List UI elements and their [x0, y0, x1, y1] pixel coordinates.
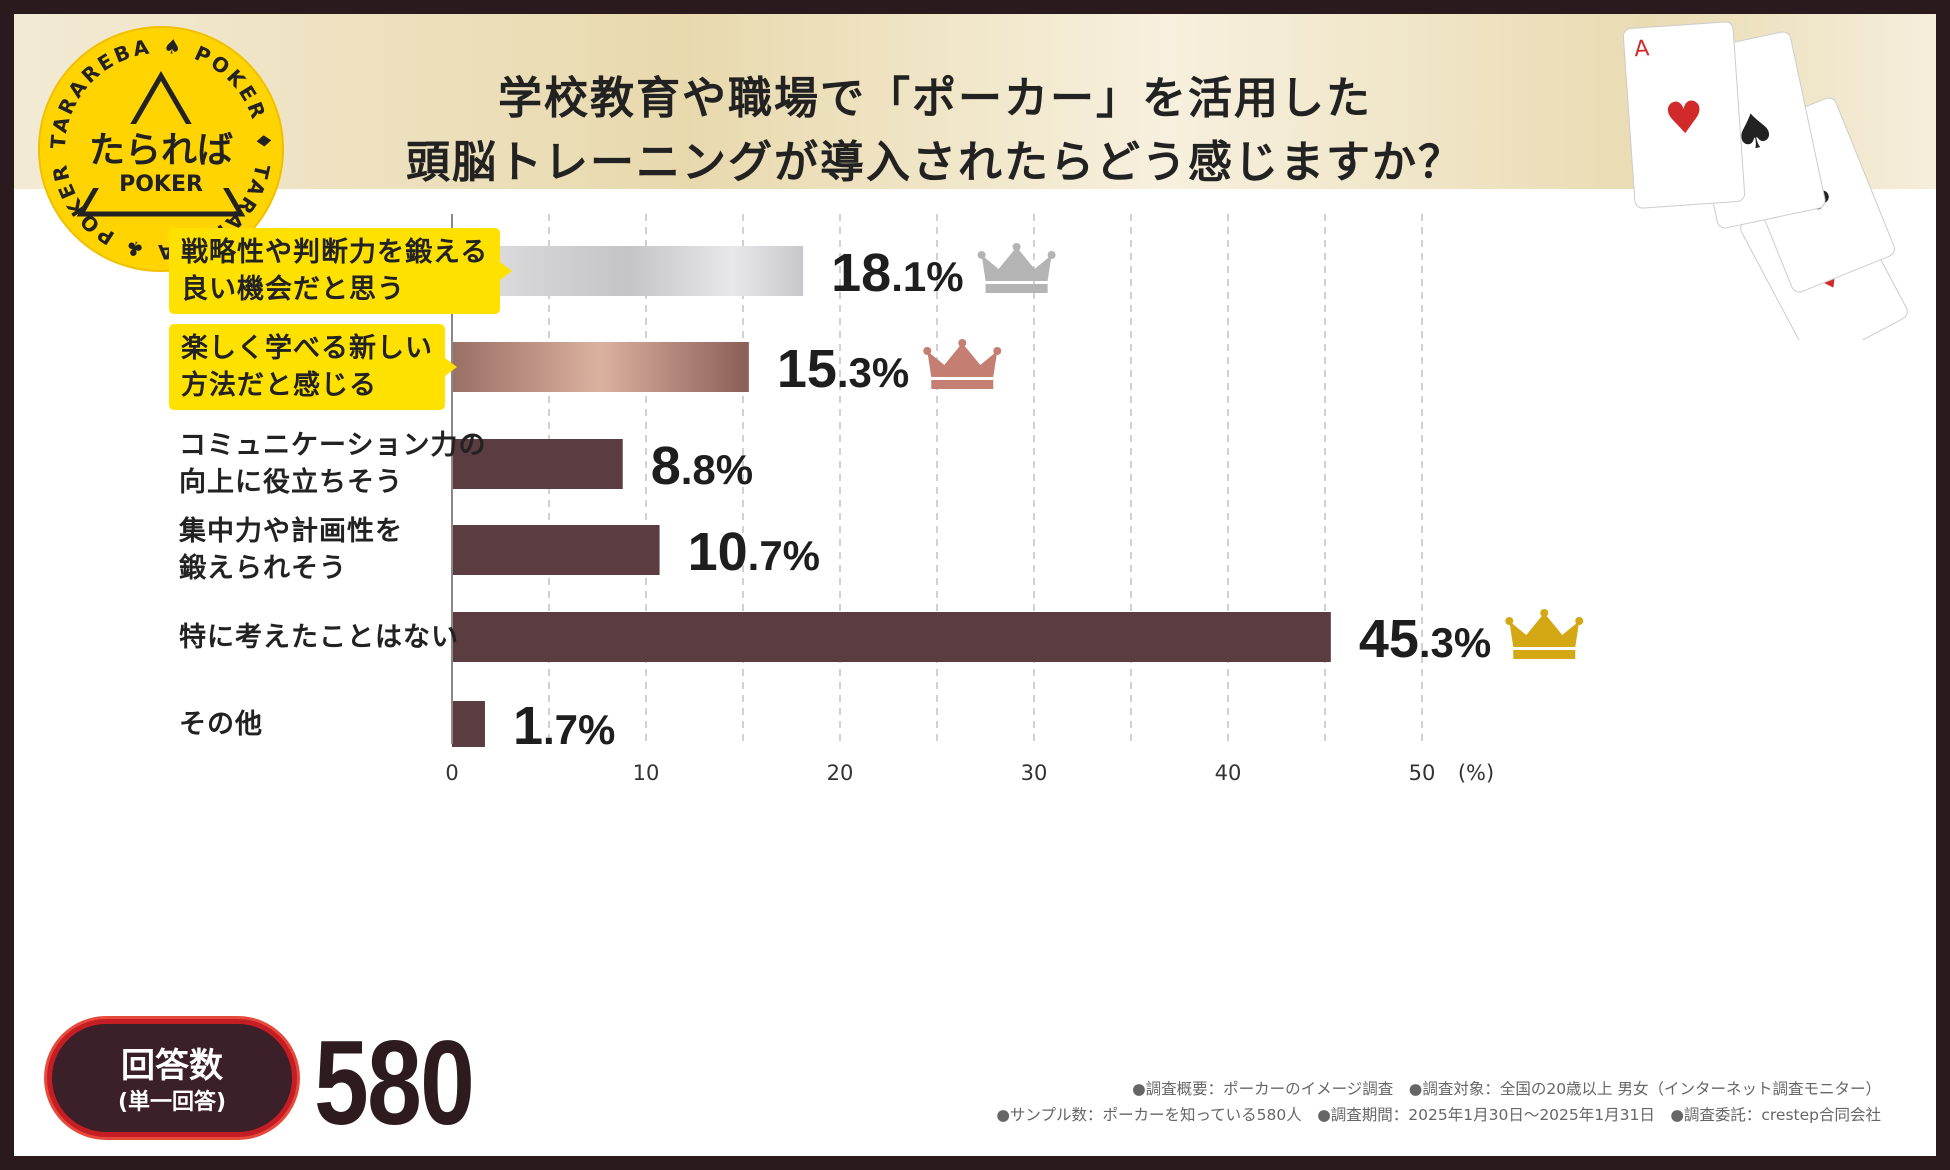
crown-icon [923, 339, 1002, 389]
x-tick-label: 50 [1409, 761, 1436, 785]
svg-text:♥: ♥ [1663, 92, 1706, 146]
bar [452, 701, 485, 747]
x-tick-label: 0 [445, 761, 458, 785]
x-tick-label: 30 [1021, 761, 1048, 785]
infographic-frame: 学校教育や職場で「ポーカー」を活用した 頭脳トレーニングが導入されたらどう感じま… [14, 14, 1936, 1156]
bar [452, 612, 1331, 662]
survey-note-2: ●サンプル数：ポーカーを知っている580人 ●調査期間：2025年1月30日〜2… [996, 1106, 1881, 1124]
survey-note-1: ●調査概要：ポーカーのイメージ調査 ●調査対象：全国の20歳以上 男女（インター… [1132, 1080, 1881, 1098]
x-unit-label: (%) [1458, 761, 1494, 785]
value-label: 15.3% [777, 339, 909, 399]
crown-icon [1505, 609, 1584, 659]
title-line-2: 頭脳トレーニングが導入されたらどう感じますか？ [406, 137, 1464, 188]
value-label: 8.8% [651, 436, 753, 496]
value-label: 10.7% [688, 522, 820, 582]
x-axis: 0 10 20 30 40 50 (%) [445, 214, 1494, 785]
bar [452, 439, 623, 489]
x-tick-label: 40 [1215, 761, 1242, 785]
svg-text:たられば: たられば [89, 130, 233, 171]
playing-cards-illustration: A ♣ A ♠ A ♥ [1622, 21, 1908, 340]
category-label: 集中力や計画性を 鍛えられそう [179, 516, 403, 584]
value-label: 18.1% [831, 243, 963, 303]
svg-text:A: A [1633, 36, 1650, 62]
respondents-count: 580 [314, 1016, 475, 1150]
category-label: コミュニケーション力の 向上に役立ちそう [179, 430, 487, 498]
value-labels: 18.1% 15.3% 8.8% 10.7% 45.3% 1.7% [513, 243, 1491, 756]
x-tick-label: 10 [633, 761, 660, 785]
bar [452, 342, 749, 392]
crown-icon [977, 243, 1056, 293]
category-label: 楽しく学べる新しい 方法だと感じる [169, 324, 457, 410]
value-label: 45.3% [1359, 609, 1491, 669]
bar [452, 525, 660, 575]
category-label: 特に考えたことはない [179, 621, 459, 653]
svg-text:POKER: POKER [119, 172, 203, 197]
bar-chart: 18.1% 15.3% 8.8% 10.7% 45.3% 1.7% 0 10 20 30 40 50… [445, 214, 1584, 785]
bars [452, 246, 1331, 747]
x-tick-label: 20 [827, 761, 854, 785]
respondents-label: 回答数 [121, 1046, 223, 1086]
header-banner: 学校教育や職場で「ポーカー」を活用した 頭脳トレーニングが導入されたらどう感じま… [14, 14, 1936, 189]
category-label: その他 [179, 708, 263, 740]
respondents-badge: 回答数 (単一回答) [52, 1024, 292, 1132]
title-line-1: 学校教育や職場で「ポーカー」を活用した [498, 73, 1372, 124]
category-label: 戦略性や判断力を鍛える 良い機会だと思う [169, 228, 513, 314]
crowns [923, 243, 1584, 659]
respondents-sublabel: (単一回答) [117, 1090, 227, 1115]
card-ace-hearts: A ♥ [1622, 21, 1746, 209]
value-label: 1.7% [513, 696, 615, 756]
tarareba-poker-logo: TARAREBA ♠ POKER ♦ TARAREBA ♣ POKER ♥ たら… [36, 24, 284, 272]
